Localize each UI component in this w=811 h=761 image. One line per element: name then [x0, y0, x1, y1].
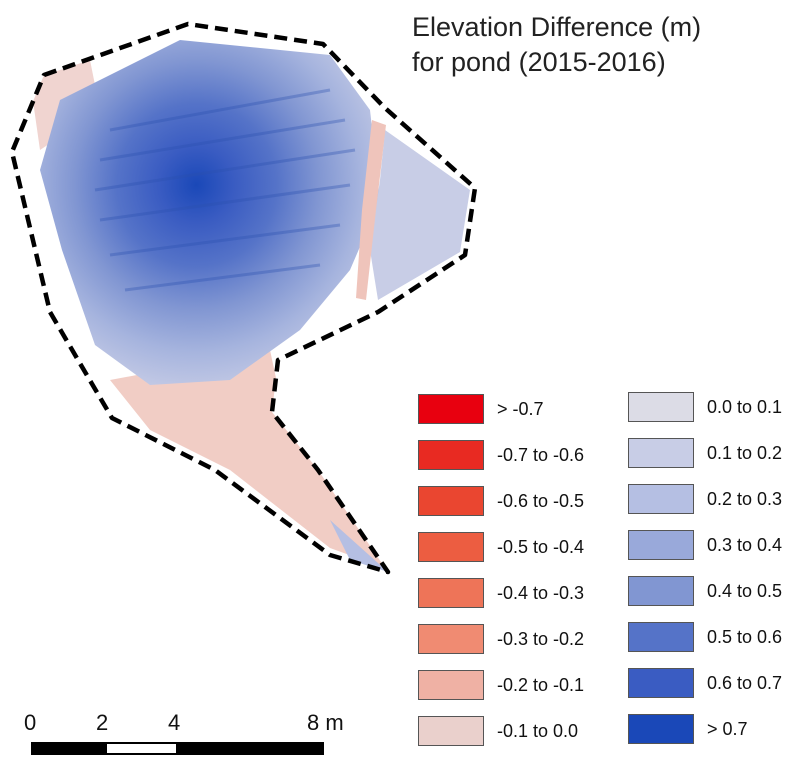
- east-lobe-area: [370, 130, 470, 300]
- legend-label: -0.3 to -0.2: [497, 628, 585, 649]
- legend-swatch: [418, 486, 484, 516]
- legend-item: 0.6 to 0.7: [628, 668, 782, 698]
- legend-label: 0.3 to 0.4: [707, 534, 783, 555]
- legend-swatch: [628, 622, 694, 652]
- map-title-line1: Elevation Difference (m): [412, 12, 702, 42]
- scale-segment-light: [105, 742, 178, 755]
- legend-item: > 0.7: [628, 714, 748, 744]
- legend-label: 0.1 to 0.2: [707, 442, 783, 463]
- streak-lines: [94, 88, 356, 292]
- legend-swatch: [628, 438, 694, 468]
- legend-item: > -0.7: [418, 394, 544, 424]
- legend-swatch: [628, 392, 694, 422]
- legend-label: -0.7 to -0.6: [497, 444, 585, 465]
- legend-label: 0.5 to 0.6: [707, 626, 783, 647]
- scale-tick-label: 0: [24, 710, 37, 735]
- legend-item: -0.5 to -0.4: [418, 532, 584, 562]
- legend-swatch: [418, 578, 484, 608]
- legend-item: 0.2 to 0.3: [628, 484, 782, 514]
- legend-swatch: [628, 484, 694, 514]
- legend-item: 0.4 to 0.5: [628, 576, 782, 606]
- legend-swatch: [628, 530, 694, 560]
- legend-swatch: [628, 576, 694, 606]
- legend-item: 0.1 to 0.2: [628, 438, 782, 468]
- legend-swatch: [418, 440, 484, 470]
- legend-item: 0.3 to 0.4: [628, 530, 782, 560]
- legend-label: 0.2 to 0.3: [707, 488, 783, 509]
- legend-item: -0.4 to -0.3: [418, 578, 584, 608]
- legend-label: -0.5 to -0.4: [497, 536, 585, 557]
- legend-swatch: [418, 532, 484, 562]
- legend-swatch: [418, 394, 484, 424]
- south-lobe-area: [110, 350, 385, 568]
- legend-swatch: [418, 670, 484, 700]
- pond-basin-area: [40, 40, 380, 385]
- legend-label: -0.2 to -0.1: [497, 674, 585, 695]
- legend-label: -0.6 to -0.5: [497, 490, 585, 511]
- legend-item: -0.3 to -0.2: [418, 624, 584, 654]
- legend-item: 0.0 to 0.1: [628, 392, 782, 422]
- legend-label: 0.6 to 0.7: [707, 672, 783, 693]
- scale-segment-dark: [178, 742, 324, 755]
- pond-boundary: [9, 21, 478, 575]
- scale-tick-label: 4: [168, 710, 181, 735]
- legend-label: 0.0 to 0.1: [707, 396, 783, 417]
- scale-tick-label: 2: [96, 710, 109, 735]
- legend-swatch: [418, 716, 484, 746]
- legend-item: -0.2 to -0.1: [418, 670, 584, 700]
- legend-label: > -0.7: [497, 398, 544, 419]
- legend-label: 0.4 to 0.5: [707, 580, 783, 601]
- scale-segment-dark: [31, 742, 105, 755]
- negative-strip-area: [356, 120, 386, 300]
- legend-swatch: [418, 624, 484, 654]
- legend-item: -0.6 to -0.5: [418, 486, 584, 516]
- map-title: Elevation Difference (m) for pond (2015-…: [412, 10, 701, 80]
- legend-label: -0.4 to -0.3: [497, 582, 585, 603]
- scale-tick-label: 8 m: [307, 710, 344, 735]
- map-title-line2: for pond (2015-2016): [412, 47, 666, 77]
- legend-swatch: [628, 668, 694, 698]
- legend-item: -0.1 to 0.0: [418, 716, 578, 746]
- legend-swatch: [628, 714, 694, 744]
- legend-item: 0.5 to 0.6: [628, 622, 782, 652]
- legend-label: -0.1 to 0.0: [497, 720, 579, 741]
- south-tip-area: [330, 520, 388, 572]
- legend-item: -0.7 to -0.6: [418, 440, 584, 470]
- legend-label: > 0.7: [707, 718, 748, 739]
